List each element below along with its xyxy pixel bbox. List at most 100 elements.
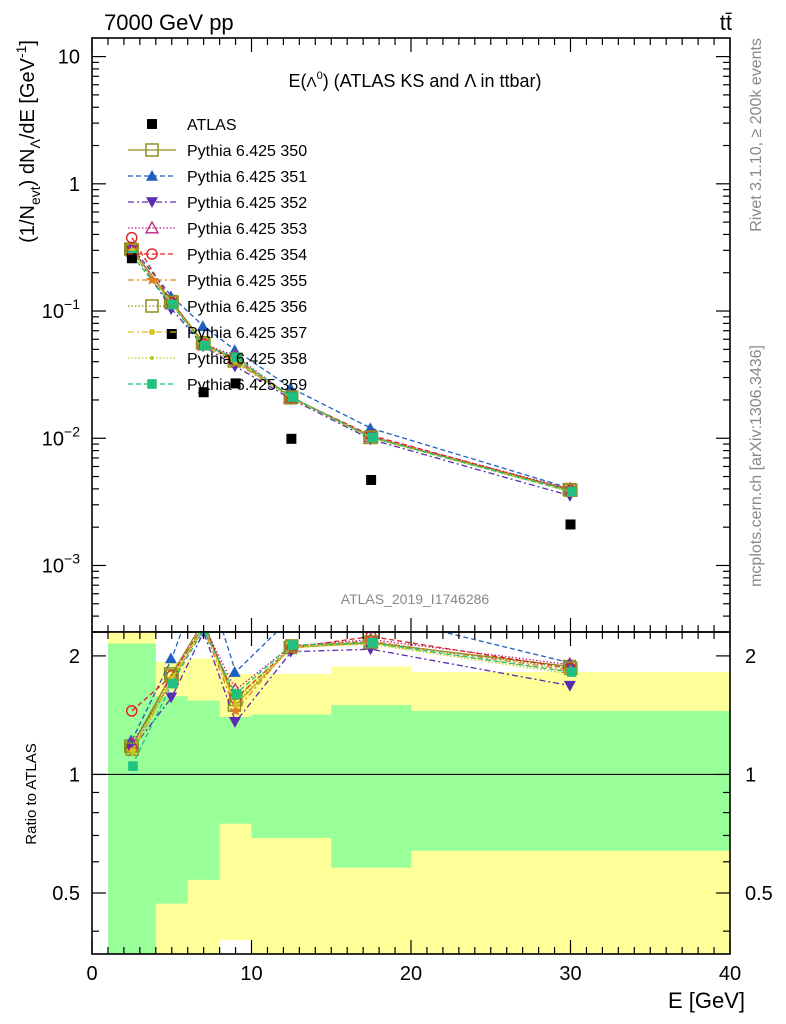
main-series-9-point-1 <box>168 299 178 310</box>
legend: ATLAS Pythia 6.425 350 Pythia 6.425 351 Pyt… <box>128 117 307 394</box>
ratio-axis-ticks: 2 2 1 1 0.5 0.5 0 10 20 30 40 <box>52 632 773 985</box>
data-point-2-shape <box>198 387 209 398</box>
ratio-series-9-point-4-shape <box>287 640 298 650</box>
data-point-5 <box>366 474 377 485</box>
main-ytick-label-4-exp: −3 <box>64 550 80 566</box>
header-right: tt̄ <box>720 10 732 35</box>
legend-marker-7-shape <box>149 329 155 335</box>
legend-label-2: Pythia 6.425 352 <box>187 195 307 212</box>
legend-marker-2 <box>146 197 158 208</box>
legend-label-8: Pythia 6.425 358 <box>187 351 307 368</box>
data-point-5-shape <box>366 474 377 485</box>
main-plot-content <box>124 231 578 530</box>
main-series-9-point-4-shape <box>287 392 298 402</box>
y-label-c: /dE [GeV <box>17 57 39 139</box>
ratio-series-9-point-2 <box>199 632 210 635</box>
main-series-1-point-4 <box>284 382 297 393</box>
y-axis-label: (1/Nevt) dNΛ/dE [GeV-1] <box>13 40 43 243</box>
legend-marker-4-shape <box>146 248 158 260</box>
legend-marker-3-shape <box>144 220 160 234</box>
ratio-series-2-point-6-shape <box>563 680 576 692</box>
side-text-top: Rivet 3.1.10, ≥ 200k events <box>748 38 765 232</box>
data-point-1 <box>166 328 177 339</box>
y-label-sup: -1 <box>13 45 29 58</box>
ratio-series-8-point-0-shape <box>130 751 135 756</box>
x-tick-label-0: 0 <box>86 963 97 985</box>
main-series-9-point-6-shape <box>566 486 577 497</box>
main-series-6-point-4-shape <box>285 390 299 405</box>
ratio-ytick-label-left-2: 0.5 <box>52 883 80 905</box>
main-ytick-label-2: 10−1 <box>42 296 80 323</box>
ratio-series-9-point-6 <box>566 667 577 677</box>
plot-title-sup: 0 <box>317 70 323 82</box>
ratio-band-green-0 <box>107 643 156 954</box>
x-tick-label-4: 40 <box>719 963 741 985</box>
main-series-4-point-0-shape <box>125 231 138 244</box>
main-series-9-point-4 <box>287 392 298 402</box>
legend-marker-8-shape <box>149 355 155 361</box>
legend-marker-0-shape <box>145 143 159 157</box>
legend-label-1: Pythia 6.425 351 <box>187 169 307 186</box>
x-tick-label-1: 10 <box>240 963 262 985</box>
ratio-series-1-point-4 <box>285 612 297 623</box>
ratio-series-0-point-2-shape <box>197 615 209 627</box>
legend-marker-6 <box>145 299 159 313</box>
ratio-band-green-6 <box>411 710 730 851</box>
ratio-series-9-point-1-shape <box>168 678 178 689</box>
y-label-a: (1/N <box>17 205 39 243</box>
legend-label-7: Pythia 6.425 357 <box>187 325 307 342</box>
header-left: 7000 GeV pp <box>104 10 234 35</box>
main-series-9-point-5 <box>367 432 378 443</box>
data-point-4-shape <box>286 433 297 444</box>
main-series-group <box>124 231 578 530</box>
data-point-3-shape <box>230 378 241 389</box>
ratio-series-1-point-2 <box>197 564 209 575</box>
ratio-series-9-point-5 <box>367 637 378 648</box>
main-series-4-point-0 <box>125 231 138 244</box>
side-text-bottom: mcplots.cern.ch [arXiv:1306.3436] <box>748 345 765 587</box>
main-ytick-label-4: 10−3 <box>42 550 80 577</box>
main-series-6-point-5 <box>364 430 379 444</box>
legend-marker-0 <box>145 143 159 157</box>
legend-marker-2-shape <box>146 197 158 208</box>
data-point-4 <box>286 433 297 444</box>
legend-marker-9 <box>147 379 157 389</box>
data-point-6 <box>565 519 576 530</box>
ratio-series-1-point-4-shape <box>285 612 297 623</box>
legend-marker-1 <box>146 170 158 181</box>
legend-atlas-label: ATLAS <box>187 117 237 134</box>
main-ytick-label-0: 10 <box>58 47 80 69</box>
ratio-series-1-point-2-shape <box>197 564 209 575</box>
data-point-1-shape <box>166 328 177 339</box>
ratio-band-green-1 <box>155 696 188 904</box>
watermark: ATLAS_2019_I1746286 <box>341 591 490 607</box>
main-ytick-label-0-base: 10 <box>58 47 80 69</box>
data-point-3 <box>230 378 241 389</box>
ratio-series-9-point-6-shape <box>566 667 577 677</box>
ratio-series-2-point-3 <box>228 717 241 728</box>
ratio-series-4-point-0-shape <box>125 705 138 717</box>
main-series-9-point-2-shape <box>199 340 210 351</box>
legend-atlas-marker <box>147 119 157 129</box>
ratio-series-9-point-0 <box>128 761 138 771</box>
main-series-1-point-2 <box>196 320 209 332</box>
ratio-ytick-label-left-0: 2 <box>69 646 80 668</box>
ratio-series-1-point-5 <box>364 608 376 619</box>
y-label-sub2: Λ <box>27 139 43 149</box>
ratio-series-2-point-1 <box>165 692 178 704</box>
main-ytick-label-3-exp: −2 <box>64 423 80 439</box>
ratio-series-9-point-1 <box>168 678 178 689</box>
ratio-series-7-point-2 <box>201 623 207 629</box>
main-ytick-label-3: 10−2 <box>42 423 80 450</box>
main-ytick-label-1: 1 <box>69 174 80 196</box>
legend-marker-5-shape <box>146 274 158 285</box>
ratio-series-9-point-2-shape <box>199 632 210 635</box>
ratio-band-green-4 <box>251 714 332 838</box>
ratio-series-5-point-3 <box>230 704 242 716</box>
y-label-b: ) dN <box>17 149 39 187</box>
main-ytick-label-3-base: 10 <box>42 428 64 450</box>
data-point-0 <box>126 253 137 264</box>
plot-title-lambda: Λ <box>307 74 317 91</box>
